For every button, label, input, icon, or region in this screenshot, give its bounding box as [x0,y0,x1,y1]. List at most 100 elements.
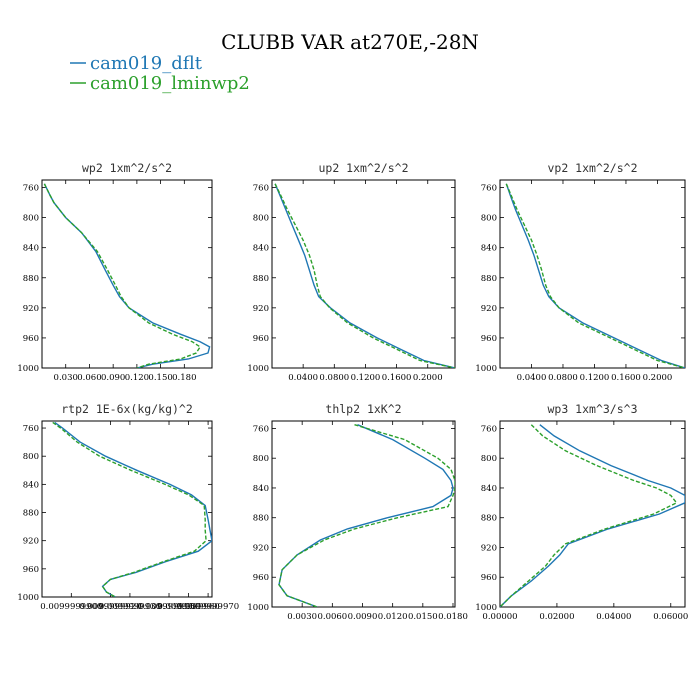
y-tick-label: 1000 [17,364,39,374]
panel-title: wp2 1xm^2/s^2 [82,161,172,175]
plot-frame [271,420,456,608]
x-tick-label: 0.150 [148,373,172,383]
legend-label-dflt: cam019_dflt [90,53,203,74]
y-tick-label: 840 [481,484,497,494]
x-tick-label: 0.180 [172,373,196,383]
y-tick-label: 760 [481,424,497,434]
y-tick-label: 880 [253,514,269,524]
x-tick-label: 0.0400 [288,373,318,383]
panels: wp2 1xm^2/s^2 760 800 840 880 920 960 1000 0.030… [17,161,688,622]
series-line-dflt [500,424,685,607]
y-tick-label: 960 [481,573,497,583]
y-tick-label: 760 [23,424,39,434]
x-tick-label: 0.060 [77,373,101,383]
panel-title: vp2 1xm^2/s^2 [547,161,637,175]
series-line-dflt [43,183,211,368]
x-tick-label: 0.120 [125,373,149,383]
x-tick-label: 0.1200 [580,373,610,383]
y-tick-label: 880 [253,274,269,284]
y-tick-label: 800 [23,452,39,462]
legend: cam019_dflt cam019_lminwp2 [70,53,250,94]
x-tick-label: 0.0099999970 [177,602,239,612]
y-tick-label: 920 [23,537,39,547]
x-tick-label: 0.0099999960 [157,602,219,612]
y-tick-label: 960 [23,334,39,344]
series-line-lminwp2 [278,424,455,607]
legend-label-lminwp2: cam019_lminwp2 [90,73,250,94]
x-tick-label: 0.0180 [438,612,468,622]
panel-5: wp3 1xm^3/s^3 760 800 840 880 920 960 10000.000… [475,402,688,622]
x-tick-label: 0.2000 [643,373,673,383]
x-tick-label: 0.0099999930 [99,602,161,612]
panel-title: rtp2 1E-6x(kg/kg)^2 [61,402,193,416]
x-tick-label: 0.0120 [378,612,408,622]
x-tick-label: 0.00000 [482,612,517,622]
y-tick-label: 880 [481,514,497,524]
plot-frame [41,179,213,369]
y-tick-label: 800 [481,214,497,224]
y-tick-label: 840 [253,484,269,494]
y-tick-label: 760 [253,424,269,434]
x-tick-label: 0.0099999950 [138,602,200,612]
y-tick-label: 880 [23,274,39,284]
x-tick-label: 0.0800 [548,373,578,383]
x-tick-label: 0.06000 [653,612,688,622]
panel-0: wp2 1xm^2/s^2 760 800 840 880 920 960 1000 0.030… [17,161,213,383]
y-tick-label: 800 [253,454,269,464]
y-tick-label: 960 [253,334,269,344]
y-tick-label: 800 [481,454,497,464]
plot-frame [271,179,456,369]
x-tick-label: 0.0060 [317,612,347,622]
y-tick-label: 960 [23,565,39,575]
y-tick-label: 800 [23,214,39,224]
plot-frame [41,420,213,598]
x-tick-label: 0.04000 [596,612,631,622]
panel-1: up2 1xm^2/s^2 760 800 840 880 920 960 1000 0.040… [247,161,456,383]
series-line-dflt [274,183,455,368]
y-tick-label: 920 [481,543,497,553]
x-tick-label: 0.1600 [611,373,641,383]
y-tick-label: 920 [253,543,269,553]
y-tick-label: 960 [253,573,269,583]
x-tick-label: 0.0090 [348,612,378,622]
y-tick-label: 920 [253,304,269,314]
x-tick-label: 0.1200 [351,373,381,383]
y-tick-label: 960 [481,334,497,344]
panel-title: thlp2 1xK^2 [325,402,401,416]
x-tick-label: 0.0099999920 [79,602,141,612]
y-tick-label: 840 [23,244,39,254]
x-tick-label: 0.1600 [382,373,412,383]
y-tick-label: 920 [23,304,39,314]
plot-frame [499,420,686,608]
y-tick-label: 1000 [247,364,269,374]
x-tick-label: 0.090 [101,373,125,383]
series-line-dflt [278,424,454,607]
y-tick-label: 1000 [247,603,269,613]
x-tick-label: 0.0150 [408,612,438,622]
x-tick-label: 0.030 [54,373,78,383]
x-tick-label: 0.0800 [319,373,349,383]
panel-title: wp3 1xm^3/s^3 [547,402,637,416]
series-line-dflt [54,421,212,597]
y-tick-label: 800 [253,214,269,224]
y-tick-label: 840 [481,244,497,254]
x-tick-label: 0.02000 [539,612,574,622]
panel-3: rtp2 1E-6x(kg/kg)^2 760 800 840 880 920 960 100… [17,402,239,612]
y-tick-label: 1000 [475,364,497,374]
x-tick-label: 0.0030 [287,612,317,622]
series-line-dflt [505,183,685,368]
panel-2: vp2 1xm^2/s^2 760 800 840 880 920 960 1000 0.040… [475,161,686,383]
series-line-lminwp2 [274,183,455,368]
y-tick-label: 840 [253,244,269,254]
y-tick-label: 880 [481,274,497,284]
y-tick-label: 760 [253,184,269,194]
plot-frame [499,179,686,369]
y-tick-label: 920 [481,304,497,314]
y-tick-label: 760 [23,184,39,194]
y-tick-label: 880 [23,509,39,519]
y-tick-label: 760 [481,184,497,194]
y-tick-label: 840 [23,480,39,490]
y-tick-label: 1000 [475,603,497,613]
